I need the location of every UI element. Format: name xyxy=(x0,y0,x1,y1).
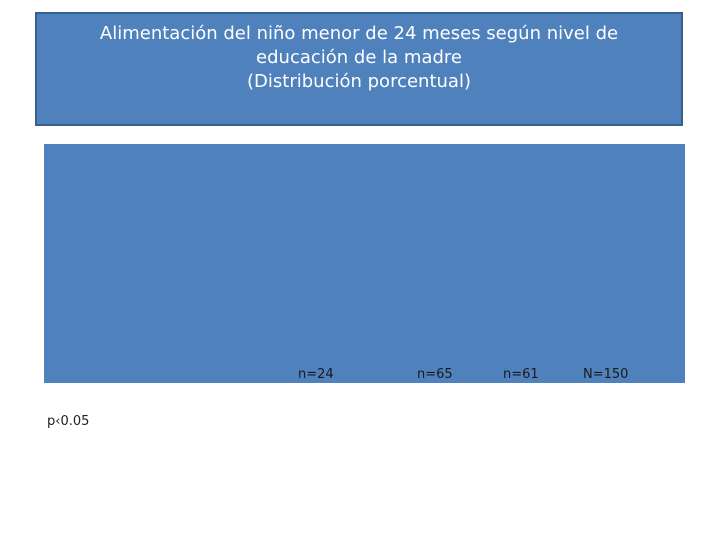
category-label-n24: n=24 xyxy=(298,367,334,382)
p-value-note: p‹0.05 xyxy=(47,414,90,429)
chart-title-panel: Alimentación del niño menor de 24 meses … xyxy=(35,12,683,126)
chart-title-line-1: Alimentación del niño menor de 24 meses … xyxy=(99,23,619,44)
chart-title-line-2: educación de la madre xyxy=(256,47,462,68)
chart-plot-area xyxy=(42,144,685,383)
category-label-n61: n=61 xyxy=(503,367,539,382)
category-label-total: N=150 xyxy=(583,367,629,382)
category-label-n65: n=65 xyxy=(417,367,453,382)
chart-title-line-3: (Distribución porcentual) xyxy=(247,71,471,92)
